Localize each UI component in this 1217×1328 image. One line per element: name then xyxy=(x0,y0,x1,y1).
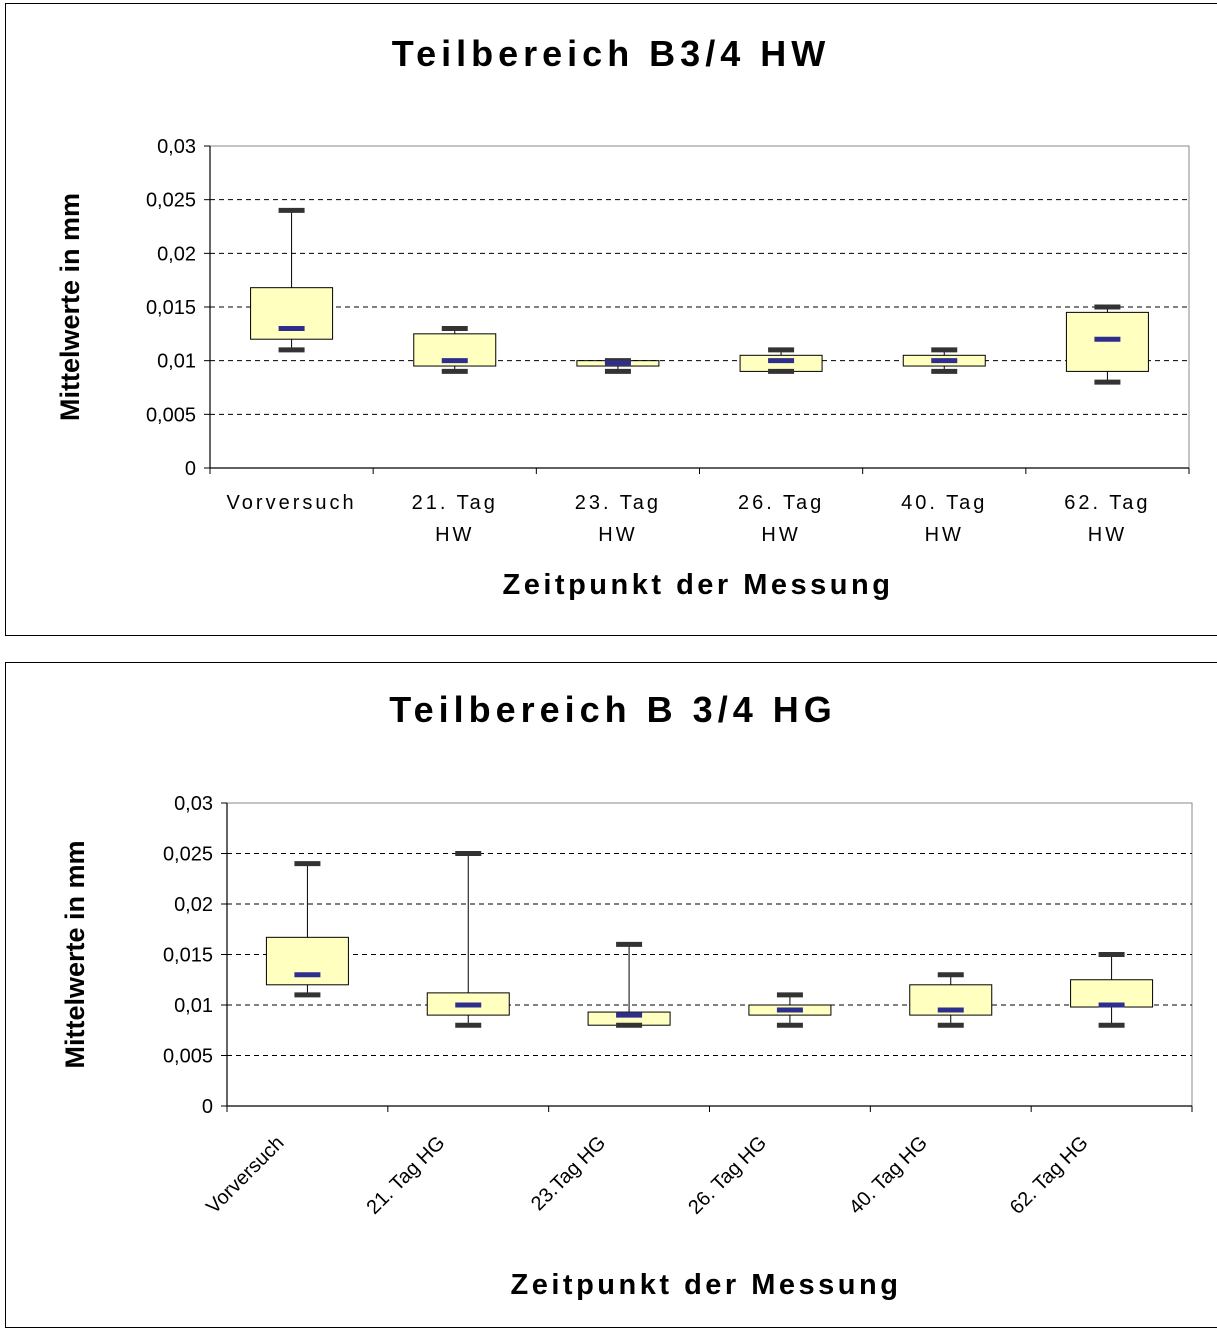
chart2-y-tick-label: 0,03 xyxy=(174,793,213,815)
chart2-y-axis-label: Mittelwerte in mm xyxy=(60,840,90,1068)
chart1-y-axis-label: Mittelwerte in mm xyxy=(55,193,85,421)
chart1-category-label: 26. Tag xyxy=(738,492,824,514)
chart1-category-label: HW xyxy=(435,524,474,546)
chart2-box xyxy=(265,936,349,986)
chart1-y-tick-label: 0,005 xyxy=(146,404,196,426)
chart1-category-label: 23. Tag xyxy=(575,492,661,514)
chart1-y-tick-label: 0,03 xyxy=(157,136,196,158)
chart2-y-tick-label: 0,005 xyxy=(163,1046,213,1068)
chart2-x-axis-label: Zeitpunkt der Messung xyxy=(511,1269,902,1301)
chart1-y-tick-label: 0,025 xyxy=(146,190,196,212)
chart2-category-label: Vorversuch xyxy=(202,1132,288,1218)
chart1-box xyxy=(1065,311,1149,372)
chart1-category-label: HW xyxy=(1088,524,1127,546)
chart1-category-label: 21. Tag xyxy=(412,492,498,514)
chart2-y-tick-label: 0 xyxy=(202,1096,213,1118)
chart1-y-tick-label: 0 xyxy=(185,458,196,480)
chart2-category-label: 26. Tag HG xyxy=(684,1132,771,1219)
chart1-y-tick-label: 0,01 xyxy=(157,351,196,373)
chart1-category-label: 40. Tag xyxy=(901,492,987,514)
chart2-category-label: 62. Tag HG xyxy=(1006,1132,1093,1219)
chart1-x-axis-label: Zeitpunkt der Messung xyxy=(503,569,894,601)
chart1-category-label: HW xyxy=(598,524,637,546)
chart1-category-label: 62. Tag xyxy=(1064,492,1150,514)
chart2-category-label: 40. Tag HG xyxy=(845,1132,932,1219)
chart2-title: Teilbereich B 3/4 HG xyxy=(389,689,836,730)
chart-panel-hg xyxy=(5,662,1217,1328)
chart2-y-tick-label: 0,01 xyxy=(174,995,213,1017)
chart1-title: Teilbereich B3/4 HW xyxy=(392,33,830,74)
chart1-box xyxy=(250,287,334,340)
chart1-y-tick-label: 0,015 xyxy=(146,297,196,319)
chart2-category-label: 23.Tag HG xyxy=(527,1132,610,1215)
chart1-y-tick-label: 0,02 xyxy=(157,243,196,265)
chart-panel-hw xyxy=(5,3,1217,636)
chart2-y-tick-label: 0,015 xyxy=(163,945,213,967)
chart2-category-label: 21. Tag HG xyxy=(363,1132,450,1219)
chart2-y-tick-label: 0,02 xyxy=(174,894,213,916)
chart1-category-label: Vorversuch xyxy=(227,492,357,514)
chart1-category-label: HW xyxy=(761,524,800,546)
chart1-category-label: HW xyxy=(925,524,964,546)
chart2-y-tick-label: 0,025 xyxy=(163,844,213,866)
